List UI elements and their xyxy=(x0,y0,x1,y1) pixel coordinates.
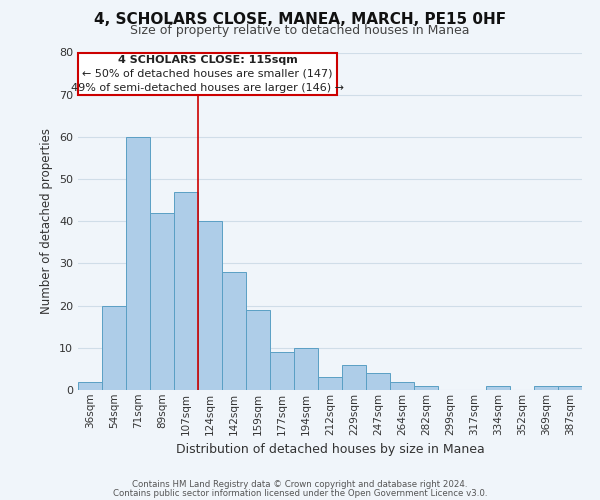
Y-axis label: Number of detached properties: Number of detached properties xyxy=(40,128,53,314)
Bar xyxy=(342,364,366,390)
Text: Contains public sector information licensed under the Open Government Licence v3: Contains public sector information licen… xyxy=(113,488,487,498)
X-axis label: Distribution of detached houses by size in Manea: Distribution of detached houses by size … xyxy=(176,443,484,456)
Bar xyxy=(222,272,246,390)
FancyBboxPatch shape xyxy=(78,52,337,94)
Text: 4, SCHOLARS CLOSE, MANEA, MARCH, PE15 0HF: 4, SCHOLARS CLOSE, MANEA, MARCH, PE15 0H… xyxy=(94,12,506,28)
Text: 49% of semi-detached houses are larger (146) →: 49% of semi-detached houses are larger (… xyxy=(71,82,344,92)
Bar xyxy=(174,192,198,390)
Bar xyxy=(150,213,174,390)
Bar xyxy=(270,352,294,390)
Text: Contains HM Land Registry data © Crown copyright and database right 2024.: Contains HM Land Registry data © Crown c… xyxy=(132,480,468,489)
Text: Size of property relative to detached houses in Manea: Size of property relative to detached ho… xyxy=(130,24,470,37)
Bar xyxy=(558,386,582,390)
Bar xyxy=(390,382,414,390)
Bar xyxy=(486,386,510,390)
Bar xyxy=(102,306,126,390)
Bar xyxy=(534,386,558,390)
Bar xyxy=(198,221,222,390)
Bar xyxy=(78,382,102,390)
Text: ← 50% of detached houses are smaller (147): ← 50% of detached houses are smaller (14… xyxy=(82,68,333,78)
Bar xyxy=(246,310,270,390)
Bar xyxy=(366,373,390,390)
Bar xyxy=(414,386,438,390)
Bar xyxy=(126,137,150,390)
Text: 4 SCHOLARS CLOSE: 115sqm: 4 SCHOLARS CLOSE: 115sqm xyxy=(118,54,298,64)
Bar xyxy=(318,378,342,390)
Bar xyxy=(294,348,318,390)
